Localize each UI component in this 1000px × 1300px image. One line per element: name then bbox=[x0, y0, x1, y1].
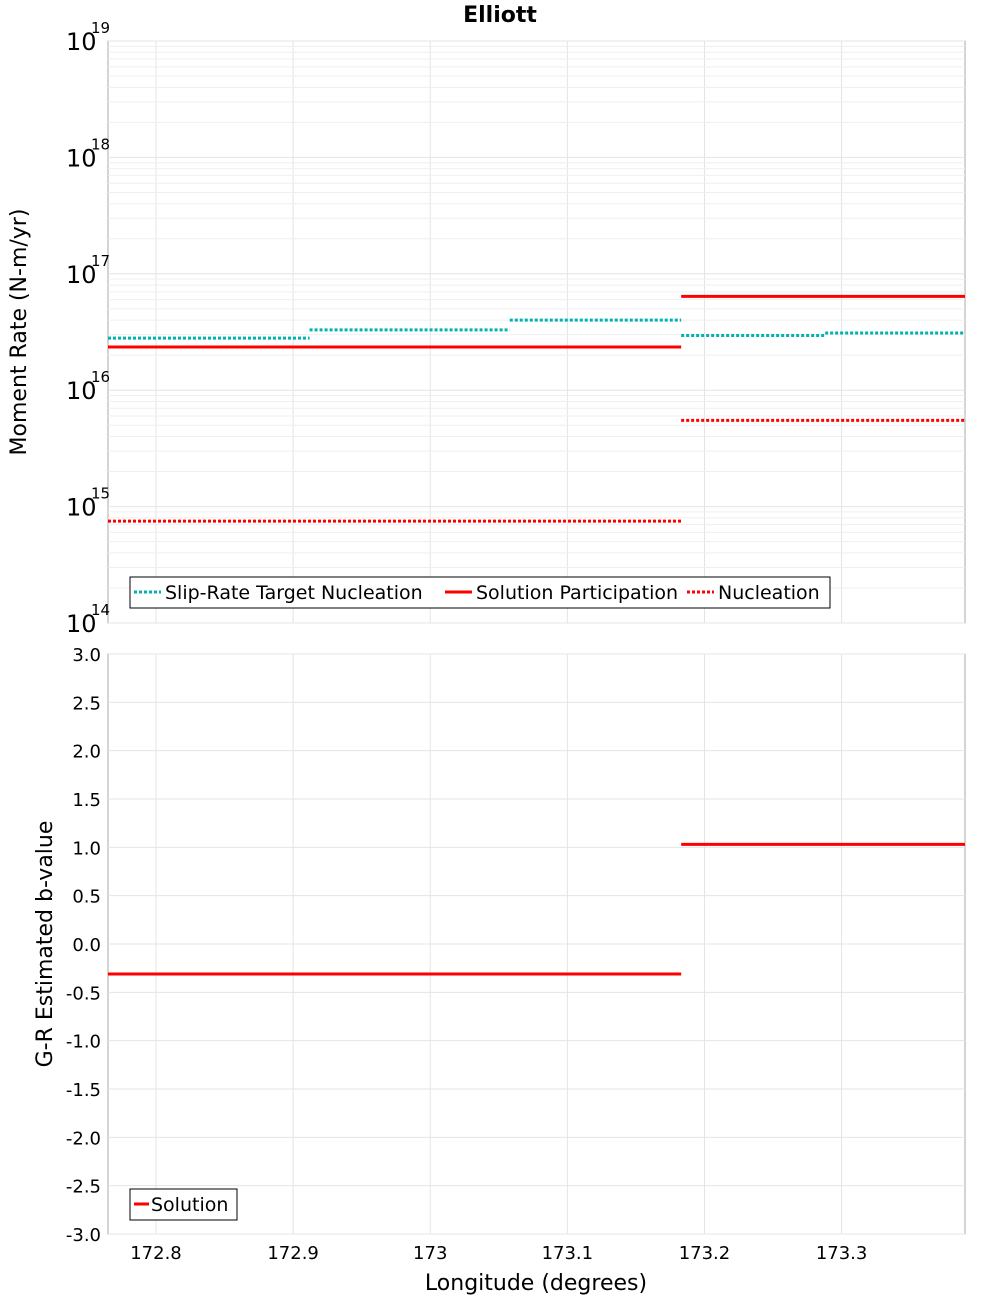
legend-label: Solution Participation bbox=[476, 582, 678, 604]
moment-rate-y-tick-exponent: 19 bbox=[91, 19, 110, 37]
b-value-y-ticks: 3.0 2.5 2.0 1.5 1.0 0.5 0.0 -0.5 -1.0 -1.5 -2.0 -2.… bbox=[66, 645, 101, 1246]
legend-label: Slip-Rate Target Nucleation bbox=[165, 582, 423, 604]
b-value-y-tick-label: -2.0 bbox=[66, 1128, 101, 1149]
b-value-series bbox=[108, 842, 965, 976]
b-value-y-tick-label: 2.0 bbox=[72, 742, 101, 763]
b-value-y-tick-label: -3.0 bbox=[66, 1225, 101, 1246]
b-value-y-tick-label: 0.0 bbox=[72, 935, 101, 956]
b-value-y-tick-label: -1.5 bbox=[66, 1080, 101, 1101]
moment-rate-legend: Slip-Rate Target Nucleation Solution Part… bbox=[129, 576, 831, 609]
x-tick-label: 173.3 bbox=[816, 1243, 868, 1264]
x-axis-label: Longitude (degrees) bbox=[425, 1271, 647, 1296]
moment-rate-y-tick-exponent: 18 bbox=[91, 135, 110, 153]
chart-title: Elliott bbox=[463, 3, 537, 28]
moment-rate-y-tick-label: 10 bbox=[66, 610, 97, 638]
moment-rate-y-tick-label: 10 bbox=[66, 28, 97, 56]
moment-rate-plot-area bbox=[107, 40, 966, 624]
b-value-panel: 3.0 2.5 2.0 1.5 1.0 0.5 0.0 -0.5 -1.0 -1.5 -2.0 -2.… bbox=[33, 645, 966, 1296]
x-tick-label: 173.1 bbox=[542, 1243, 594, 1264]
x-tick-label: 172.9 bbox=[267, 1243, 319, 1264]
moment-rate-series bbox=[108, 294, 965, 523]
x-tick-label: 173 bbox=[413, 1243, 447, 1264]
moment-rate-y-tick-label: 10 bbox=[66, 377, 97, 405]
moment-rate-y-tick-label: 10 bbox=[66, 144, 97, 172]
b-value-y-tick-label: -2.5 bbox=[66, 1177, 101, 1198]
b-value-y-tick-label: 2.5 bbox=[72, 693, 101, 714]
moment-rate-y-tick-exponent: 14 bbox=[91, 601, 110, 619]
b-value-y-axis-label: G-R Estimated b-value bbox=[33, 821, 58, 1068]
moment-rate-y-axis-label: Moment Rate (N-m/yr) bbox=[7, 209, 32, 456]
moment-rate-y-tick-exponent: 16 bbox=[91, 368, 110, 386]
b-value-y-tick-label: -1.0 bbox=[66, 1032, 101, 1053]
x-tick-label: 173.2 bbox=[679, 1243, 731, 1264]
b-value-legend: Solution bbox=[129, 1188, 238, 1221]
x-ticks: 172.8 172.9 173 173.1 173.2 173.3 bbox=[130, 1243, 867, 1264]
moment-rate-y-tick-exponent: 15 bbox=[91, 485, 110, 503]
moment-rate-y-tick-exponent: 17 bbox=[91, 252, 110, 270]
b-value-grid bbox=[108, 653, 965, 1235]
b-value-y-tick-label: 3.0 bbox=[72, 645, 101, 666]
moment-rate-y-tick-label: 10 bbox=[66, 261, 97, 289]
b-value-y-tick-label: 0.5 bbox=[72, 887, 101, 908]
b-value-y-tick-label: 1.5 bbox=[72, 790, 101, 811]
x-tick-label: 172.8 bbox=[130, 1243, 182, 1264]
legend-label: Solution bbox=[151, 1194, 228, 1216]
legend-label: Nucleation bbox=[718, 582, 820, 604]
b-value-y-tick-label: -0.5 bbox=[66, 983, 101, 1004]
b-value-y-tick-label: 1.0 bbox=[72, 838, 101, 859]
moment-rate-y-tick-label: 10 bbox=[66, 494, 97, 522]
